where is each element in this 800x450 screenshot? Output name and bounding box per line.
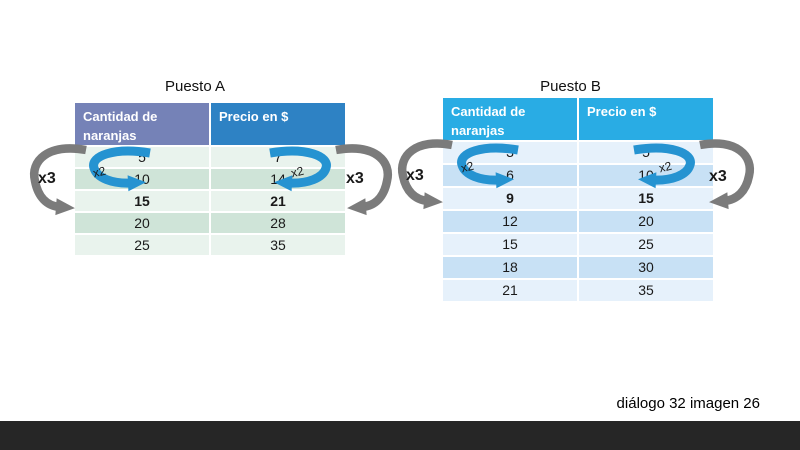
precio-value: 5	[579, 142, 713, 163]
cantidad-value: 21	[443, 280, 577, 301]
puesto-b-table: Cantidad de naranjas Precio en $ 3 5 6 1…	[443, 98, 713, 303]
cantidad-value: 20	[75, 213, 209, 233]
precio-value: 30	[579, 257, 713, 278]
x3-label-a-left: x3	[38, 170, 56, 187]
table-row: 20 28	[75, 213, 345, 235]
bottom-letterbox-bar	[0, 421, 800, 450]
x2-label-b-right: x2	[657, 158, 674, 176]
x2-label-a-right: x2	[289, 163, 306, 181]
table-row: 25 35	[75, 235, 345, 257]
precio-value: 21	[211, 191, 345, 211]
cantidad-value: 12	[443, 211, 577, 232]
cantidad-value: 15	[443, 234, 577, 255]
table-row: 5 7	[75, 147, 345, 169]
x2-label-a-left: x2	[91, 163, 108, 181]
precio-value: 15	[579, 188, 713, 209]
column-header-cantidad: Cantidad de naranjas	[75, 103, 209, 145]
precio-value: 7	[211, 147, 345, 167]
puesto-a-title: Puesto A	[164, 78, 226, 95]
x3-label-a-right: x3	[346, 170, 364, 187]
precio-value: 20	[579, 211, 713, 232]
table-row-highlighted: 9 15	[443, 188, 713, 211]
puesto-a-header-row: Cantidad de naranjas Precio en $	[75, 103, 345, 147]
table-row: 12 20	[443, 211, 713, 234]
slide-caption: diálogo 32 imagen 26	[616, 395, 760, 412]
column-header-precio: Precio en $	[579, 98, 713, 140]
cantidad-value: 9	[443, 188, 577, 209]
column-header-precio: Precio en $	[211, 103, 345, 145]
puesto-a-table: Cantidad de naranjas Precio en $ 5 7 10 …	[75, 103, 345, 257]
table-row: 15 25	[443, 234, 713, 257]
precio-value: 10	[579, 165, 713, 186]
table-row: 18 30	[443, 257, 713, 280]
precio-value: 35	[579, 280, 713, 301]
precio-value: 14	[211, 169, 345, 189]
precio-value: 35	[211, 235, 345, 255]
precio-value: 28	[211, 213, 345, 233]
x3-label-b-right: x3	[709, 168, 727, 185]
x2-label-b-left: x2	[459, 158, 476, 176]
cantidad-value: 25	[75, 235, 209, 255]
table-row: 21 35	[443, 280, 713, 303]
puesto-b-title: Puesto B	[540, 78, 601, 95]
cantidad-value: 18	[443, 257, 577, 278]
x3-label-b-left: x3	[406, 167, 424, 184]
cantidad-value: 5	[75, 147, 209, 167]
column-header-cantidad: Cantidad de naranjas	[443, 98, 577, 140]
cantidad-value: 15	[75, 191, 209, 211]
table-row: 3 5	[443, 142, 713, 165]
table-row-highlighted: 15 21	[75, 191, 345, 213]
precio-value: 25	[579, 234, 713, 255]
puesto-b-header-row: Cantidad de naranjas Precio en $	[443, 98, 713, 142]
